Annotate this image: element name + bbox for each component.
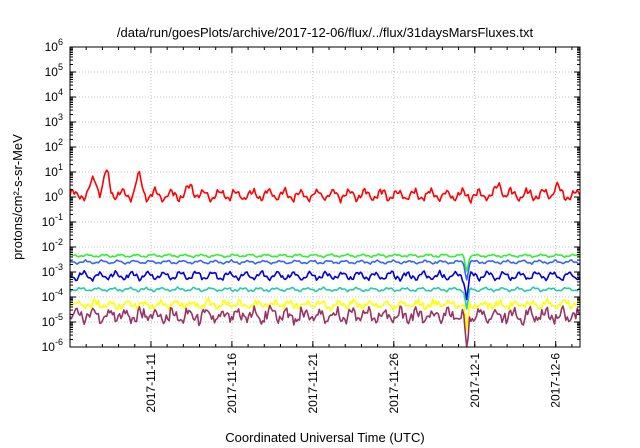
flux-series-line [69,297,581,332]
x-tick-label: 2017-11-16 [225,353,239,414]
axis-ticks: 10-6 10-5 10-4 10-3 10-2 10-1 100 101 102 103 104 1… [42,37,580,414]
y-tick-label: 10-5 [42,312,63,329]
chart-title: /data/run/goesPlots/archive/2017-12-06/f… [117,25,534,40]
y-tick-label: 10-3 [42,262,63,279]
flux-series-line [69,259,581,281]
y-tick-label: 10-4 [42,287,63,304]
y-tick-label: 100 [45,187,63,204]
y-axis-label: protons/cm²-s-sr-MeV [10,134,25,260]
flux-series-line [69,253,581,272]
y-tick-label: 104 [45,87,63,104]
y-tick-label: 103 [45,112,63,129]
flux-series-line [69,169,581,204]
y-tick-label: 106 [45,37,63,54]
y-tick-label: 10-1 [42,212,63,229]
y-tick-label: 102 [45,137,63,154]
x-tick-label: 2017-11-11 [144,353,158,413]
x-tick-label: 2017-12-1 [468,353,482,408]
flux-series-line [69,286,581,310]
series-layer [69,169,581,348]
x-tick-label: 2017-11-26 [387,353,401,414]
flux-series-line [69,269,581,301]
y-tick-label: 101 [45,162,63,179]
x-tick-label: 2017-12-6 [549,353,563,408]
x-tick-label: 2017-11-21 [306,353,320,414]
y-tick-label: 10-6 [42,337,63,354]
y-tick-label: 105 [45,62,63,79]
x-axis-label: Coordinated Universal Time (UTC) [225,430,424,445]
y-tick-label: 10-2 [42,237,63,254]
flux-series-line [69,304,581,348]
grid-lines [70,47,580,347]
